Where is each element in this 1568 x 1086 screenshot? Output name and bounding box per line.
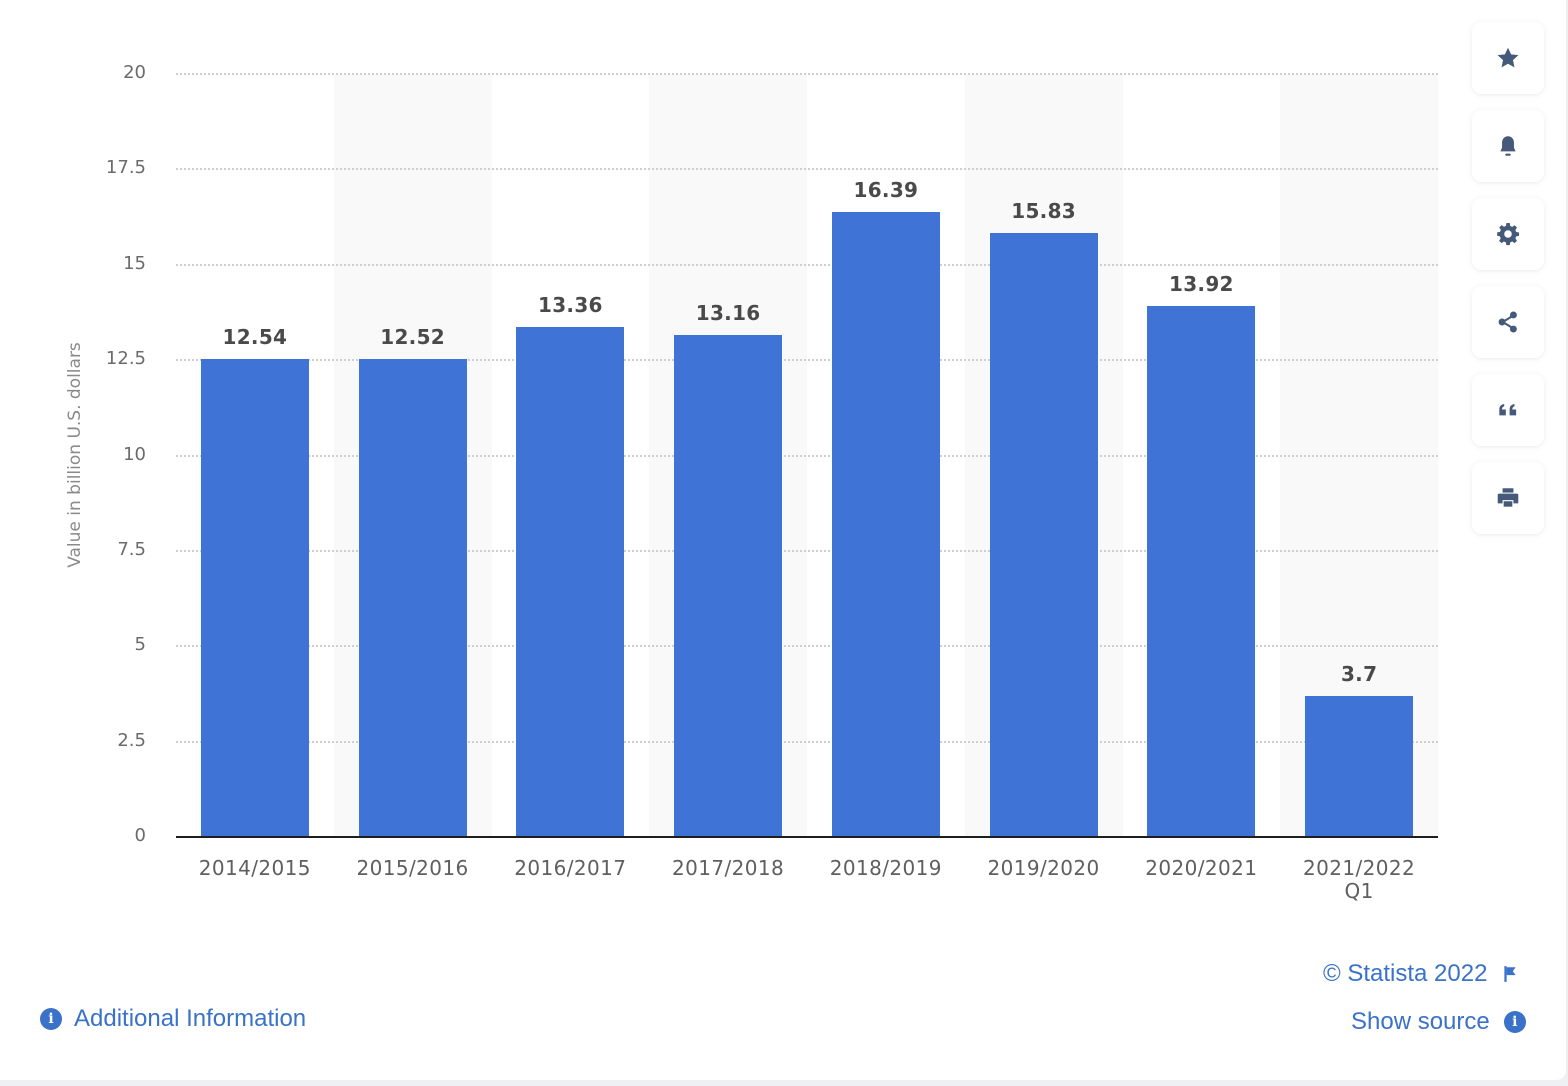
bar-value-label: 15.83 [1011, 199, 1076, 224]
y-tick-label: 17.5 [105, 157, 146, 179]
x-tick-label: 2017/2018 [672, 856, 785, 880]
x-tick-label: 2018/2019 [829, 856, 942, 880]
bar-value-label: 13.16 [695, 300, 761, 325]
show-source-link[interactable]: Show source i [1351, 1008, 1526, 1036]
gridline [176, 73, 1438, 75]
cite-button[interactable] [1472, 374, 1544, 446]
bar-value-label: 12.52 [380, 325, 445, 350]
bar-value-label: 13.92 [1168, 271, 1234, 296]
quote-icon [1499, 404, 1517, 416]
gridline [176, 359, 1438, 362]
gridline [176, 740, 1438, 743]
show-source-text: Show source [1351, 1008, 1490, 1035]
share-button[interactable] [1472, 286, 1544, 358]
bell-icon [1500, 136, 1516, 156]
star-icon [1497, 47, 1519, 68]
favorite-button[interactable] [1472, 22, 1544, 94]
gridline [176, 263, 1438, 266]
bar[interactable] [989, 233, 1098, 837]
bar-value-label: 13.36 [537, 293, 603, 318]
x-tick-label: 2019/2020 [987, 856, 1100, 880]
y-tick-label: 10 [123, 443, 146, 465]
x-tick-label: 2016/2017 [514, 856, 627, 880]
y-tick-label: 2.5 [117, 729, 146, 751]
printer-icon [1497, 488, 1519, 507]
copyright-link[interactable]: © Statista 2022 [1323, 960, 1519, 988]
bar[interactable] [200, 358, 309, 837]
gridline [176, 549, 1438, 552]
share-icon [1498, 311, 1517, 333]
y-tick-label: 7.5 [117, 538, 146, 560]
bar[interactable] [516, 327, 625, 837]
print-button[interactable] [1472, 462, 1544, 534]
bar[interactable] [358, 359, 467, 837]
x-tick-label: 2015/2016 [356, 856, 469, 880]
notification-button[interactable] [1472, 110, 1544, 182]
y-tick-label: 15 [123, 252, 146, 274]
plot-area: 12.54 12.52 13.36 13.16 16.39 15.83 13.92 3.7 [176, 73, 1438, 838]
y-tick-label: 20 [123, 62, 146, 83]
x-tick-label: 2014/2015 [198, 856, 311, 880]
y-tick-label: 12.5 [105, 348, 146, 370]
x-tick-label: 2020/2021 [1145, 856, 1258, 880]
bar[interactable] [1305, 695, 1414, 837]
copyright-text: © Statista 2022 [1323, 960, 1488, 987]
bar[interactable] [1147, 305, 1256, 837]
additional-information-text: Additional Information [74, 1005, 307, 1032]
gridline [176, 168, 1438, 171]
bar-value-label: 16.39 [853, 177, 919, 202]
gridline [176, 454, 1438, 457]
bar[interactable] [831, 211, 940, 837]
gridline [176, 645, 1438, 648]
y-tick-label: 0 [134, 825, 146, 846]
y-tick-label: 5 [134, 634, 146, 656]
gear-icon [1497, 223, 1520, 246]
info-icon: i [1503, 1011, 1526, 1033]
settings-button[interactable] [1472, 198, 1544, 270]
bar-value-label: 3.7 [1340, 661, 1378, 686]
info-icon: i [40, 1008, 62, 1030]
flag-icon [1504, 966, 1517, 982]
x-axis-line [176, 836, 1438, 838]
bar[interactable] [674, 334, 783, 837]
x-tick-label: 2021/2022 Q1 [1303, 856, 1416, 903]
bar-value-label: 12.54 [222, 324, 288, 349]
additional-information-link[interactable]: i Additional Information [40, 1005, 306, 1033]
